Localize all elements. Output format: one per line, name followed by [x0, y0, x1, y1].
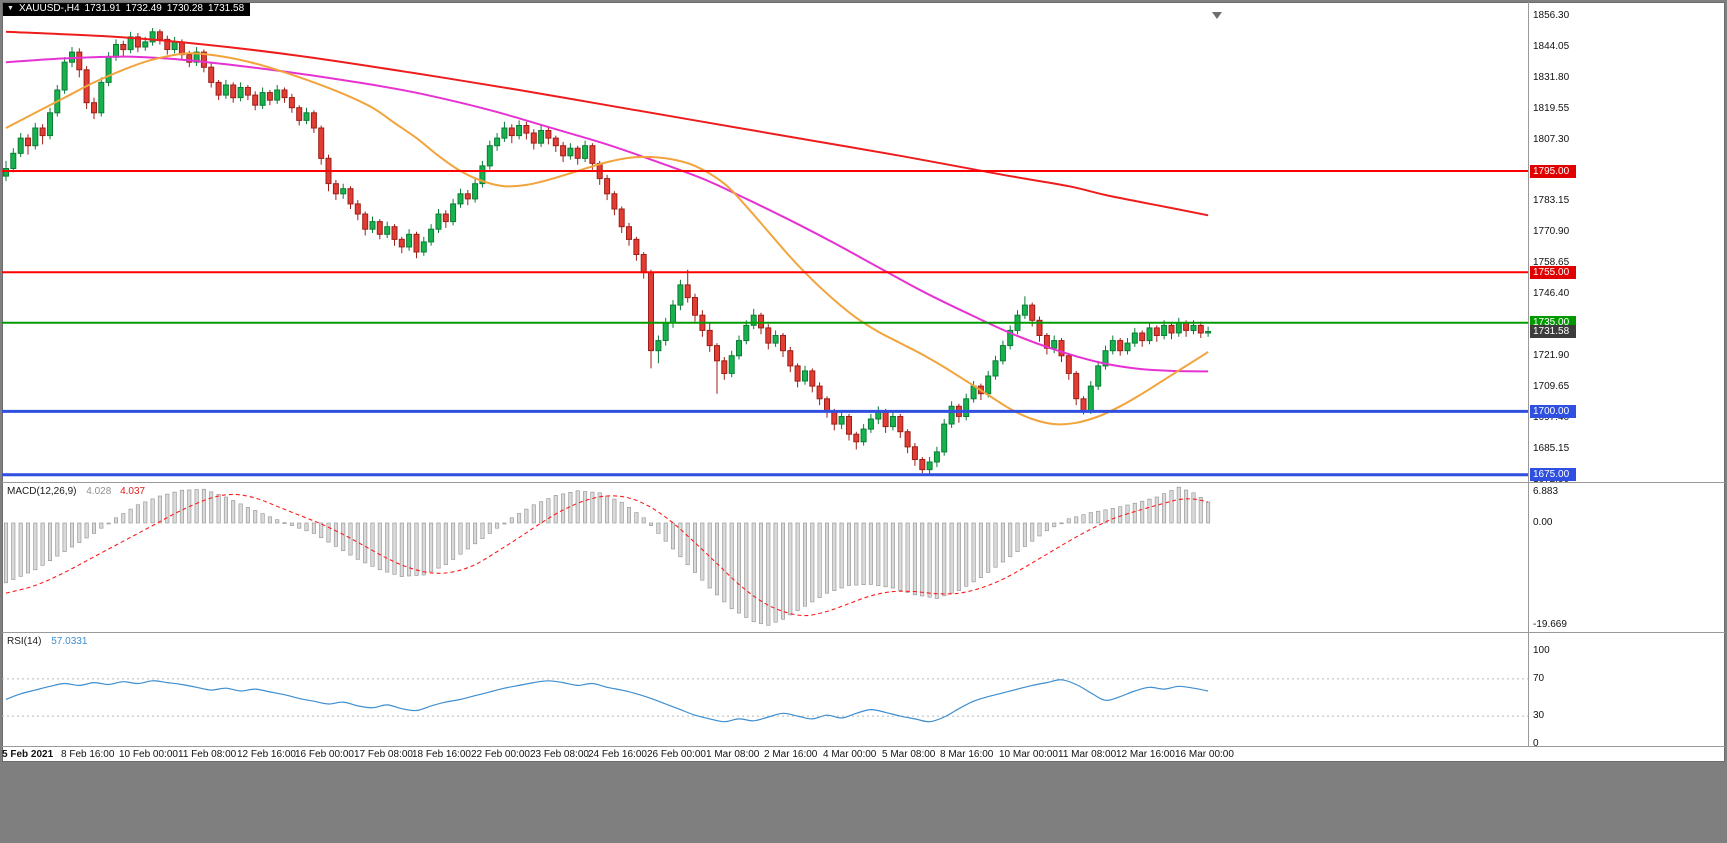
- rsi-indicator-label-row: RSI(14) 57.0331: [7, 636, 87, 647]
- chart-plot-background[interactable]: [2, 2, 1725, 762]
- macd-signal-value: 4.037: [120, 486, 146, 497]
- macd-signal-line: [5, 493, 1209, 617]
- ma-fast-orange-line[interactable]: [5, 52, 1209, 426]
- bar-close-value: 1731.58: [207, 3, 245, 14]
- ma-medium-magenta-line[interactable]: [5, 55, 1209, 373]
- chart-dropdown-icon[interactable]: ▼: [7, 5, 14, 12]
- bar-open-value: 1731.91: [84, 3, 121, 14]
- macd-indicator-label-row: MACD(12,26,9) 4.028 4.037: [7, 486, 145, 497]
- macd-main-value: 4.028: [86, 486, 112, 497]
- ma-slow-red-line[interactable]: [5, 30, 1209, 217]
- candles-layer: [3, 28, 1212, 475]
- bar-high-value: 1732.49: [125, 3, 162, 14]
- macd-name-label: MACD(12,26,9): [7, 486, 77, 497]
- symbol-timeframe-label: XAUUSD-,H4: [18, 3, 80, 14]
- rsi-name-label: RSI(14): [7, 636, 42, 647]
- rsi-value: 57.0331: [51, 636, 88, 647]
- symbol-info-bar[interactable]: ▼ XAUUSD-,H4 1731.91 1732.49 1730.28 173…: [3, 3, 251, 16]
- rsi-line: [5, 679, 1209, 723]
- chart-shift-marker-icon[interactable]: [1212, 12, 1222, 19]
- bar-low-value: 1730.28: [166, 3, 203, 14]
